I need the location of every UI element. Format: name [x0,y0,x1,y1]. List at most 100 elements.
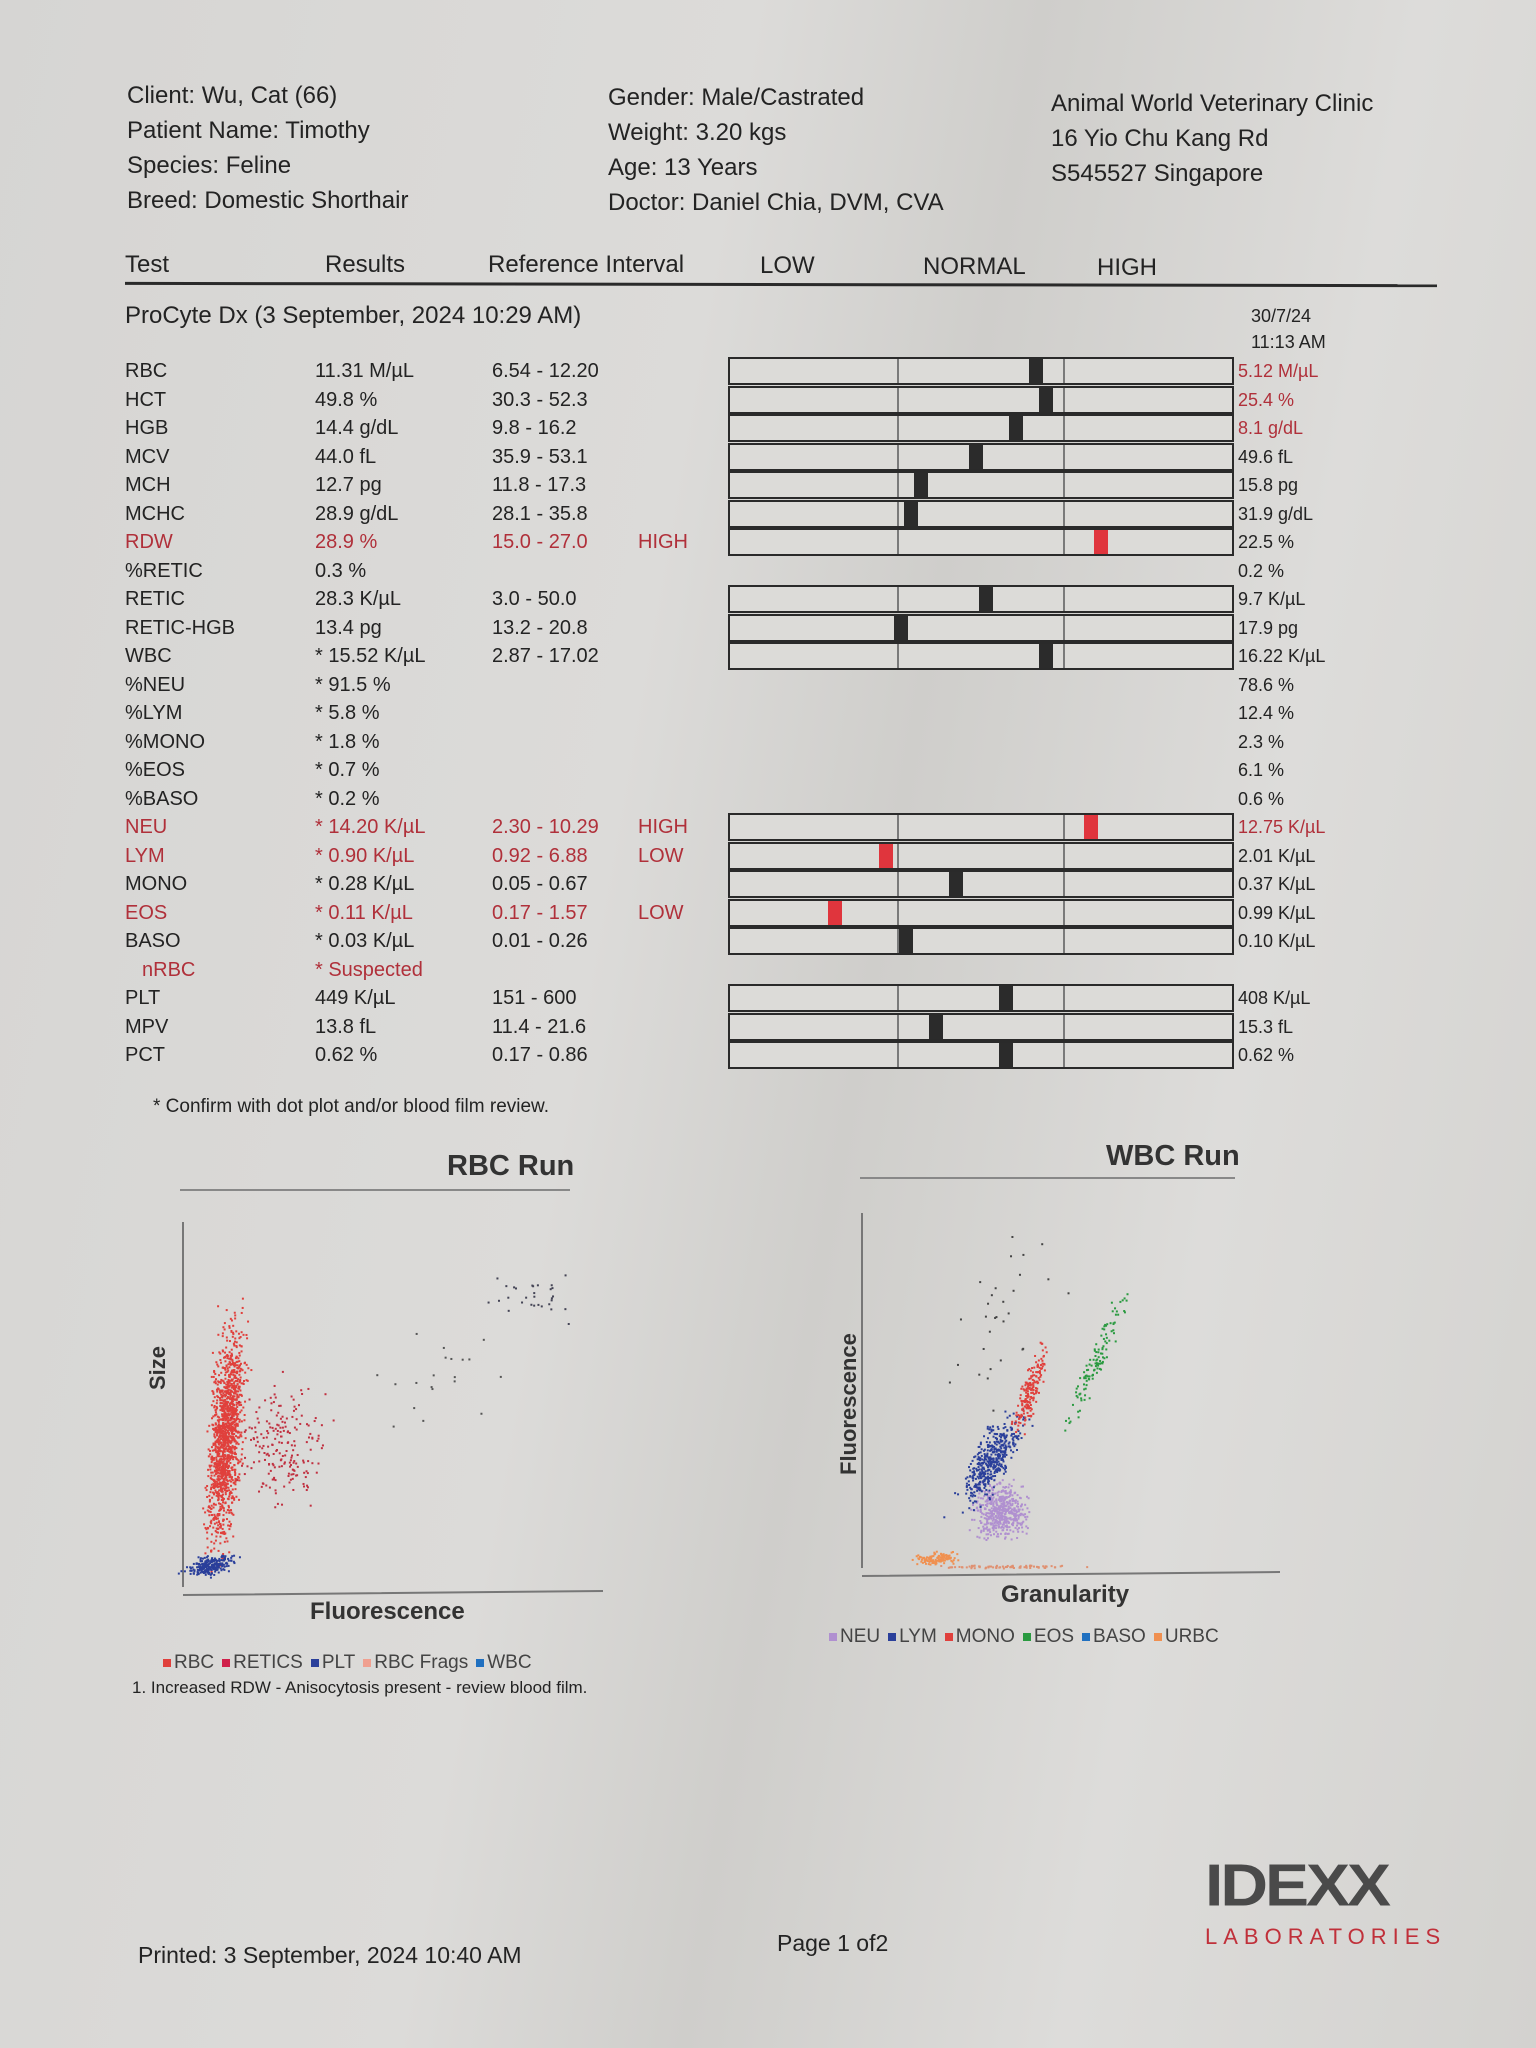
scatter-dot [221,1557,224,1560]
scatter-dot [988,1528,991,1531]
scatter-dot [230,1523,233,1526]
scatter-dot [1001,1479,1004,1482]
scatter-dot [933,1553,936,1556]
scatter-dot [241,1462,244,1465]
table-row: MCH 12.7 pg 11.8 - 17.3 15.8 pg [0,471,1536,499]
scatter-dot [283,1485,286,1488]
scatter-dot [990,1460,993,1463]
result-marker [903,501,918,526]
range-divider [897,530,900,554]
scatter-dot [995,1459,998,1462]
scatter-dot [214,1559,217,1562]
scatter-dot [1025,1382,1028,1385]
clinic-name: Animal World Veterinary Clinic [1051,90,1374,117]
scatter-dot [215,1388,218,1391]
scatter-dot [221,1379,224,1382]
scatter-dot [1005,1446,1008,1449]
scatter-dot [222,1436,225,1439]
scatter-dot [238,1387,241,1390]
scatter-dot [1086,1375,1089,1378]
scatter-dot [929,1563,932,1566]
scatter-dot [235,1442,238,1445]
scatter-dot [301,1392,304,1395]
scatter-dot [1061,1564,1064,1567]
test-name: MPV [125,1015,169,1038]
scatter-dot [1012,1439,1015,1442]
range-indicator-bar [728,585,1234,613]
scatter-dot [1004,1449,1007,1452]
scatter-dot [1001,1457,1004,1460]
test-name: LYM [125,844,165,867]
scatter-dot [227,1435,230,1438]
scatter-dot [986,1452,989,1455]
scatter-dot [983,1537,986,1540]
legend-item: RBC Frags [363,1652,468,1673]
scatter-dot [225,1423,228,1426]
scatter-dot [210,1559,213,1562]
table-row: MCHC 28.9 g/dL 28.1 - 35.8 31.9 g/dL [0,499,1536,528]
scatter-dot [213,1493,216,1496]
scatter-dot [989,1534,992,1537]
scatter-dot [227,1471,230,1474]
scatter-dot [233,1432,236,1435]
scatter-dot [222,1514,225,1517]
scatter-dot [232,1404,235,1407]
scatter-dot [1026,1411,1029,1414]
scatter-dot [258,1451,261,1454]
scatter-dot [199,1558,202,1561]
scatter-dot [957,1559,960,1562]
scatter-dot [993,1460,996,1463]
scatter-dot [987,1533,990,1536]
scatter-dot [236,1370,239,1373]
legend-label: URBC [1164,1626,1219,1647]
scatter-dot [932,1555,935,1558]
scatter-dot [228,1414,231,1417]
scatter-dot [218,1564,221,1567]
scatter-dot [239,1376,242,1379]
scatter-dot [230,1556,233,1559]
scatter-dot [1117,1313,1120,1316]
scatter-dot [217,1562,220,1565]
scatter-dot [999,1500,1002,1503]
scatter-dot [238,1431,241,1434]
scatter-dot [1004,1536,1007,1539]
scatter-dot [995,1527,998,1530]
scatter-dot [932,1560,935,1563]
legend-item: PLT [310,1652,355,1673]
scatter-dot [1083,1376,1086,1379]
scatter-dot [217,1380,220,1383]
scatter-dot [189,1569,192,1572]
scatter-dot [296,1474,299,1477]
scatter-dot [228,1380,231,1383]
scatter-dot [219,1478,222,1481]
scatter-dot [213,1563,216,1566]
scatter-dot [564,1274,567,1277]
scatter-dot [244,1400,247,1403]
scatter-dot [210,1507,213,1510]
scatter-dot [1019,1523,1022,1526]
scatter-dot [1028,1414,1031,1417]
scatter-dot [990,1430,993,1433]
scatter-dot [231,1488,234,1491]
scatter-dot [1064,1429,1067,1432]
scatter-dot [932,1562,935,1565]
scatter-dot [214,1382,217,1385]
scatter-dot [1007,1442,1010,1445]
scatter-dot [214,1409,217,1412]
idexx-logo: IDEXX LABORATORIES [1205,1852,1446,1950]
scatter-dot [987,1457,990,1460]
scatter-dot [980,1515,983,1518]
scatter-dot [991,1497,994,1500]
scatter-dot [1005,1453,1008,1456]
scatter-dot [996,1494,999,1497]
scatter-dot [218,1458,221,1461]
scatter-dot [222,1392,225,1395]
scatter-dot [209,1576,212,1579]
rbc-y-label: Size [145,1345,170,1390]
scatter-dot [1102,1345,1105,1348]
logo-wordmark: IDEXX [1205,1851,1391,1919]
scatter-dot [1014,1420,1017,1423]
scatter-dot [226,1497,229,1500]
range-divider [897,444,900,469]
scatter-dot [1012,1443,1015,1446]
